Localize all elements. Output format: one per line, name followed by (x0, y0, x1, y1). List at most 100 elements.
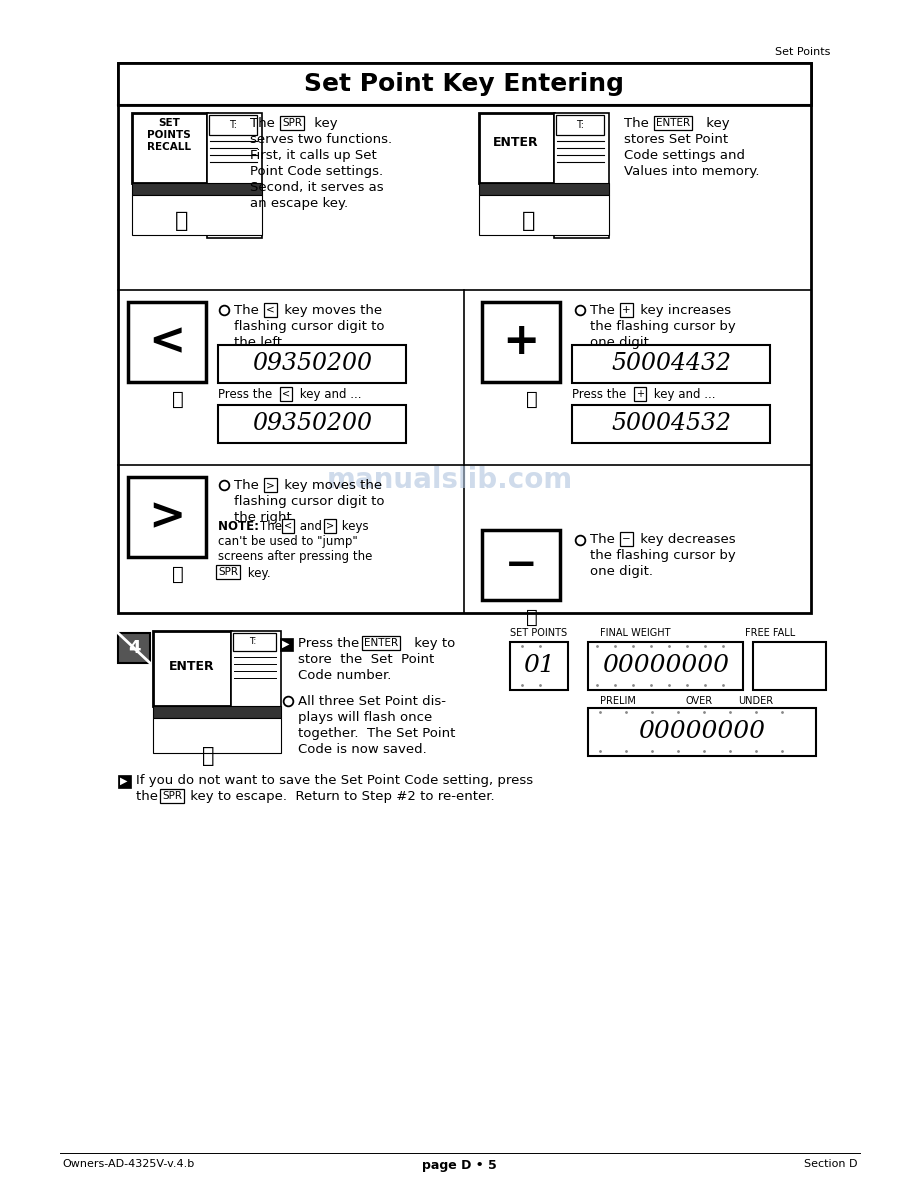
Text: The: The (250, 116, 279, 129)
Bar (753, 642, 826, 690)
Text: <: < (266, 305, 274, 315)
Text: key to escape.  Return to Step #2 to re-enter.: key to escape. Return to Step #2 to re-e… (186, 790, 495, 803)
Bar (209, 115, 257, 135)
Text: 4: 4 (128, 639, 140, 657)
Bar (118, 63, 811, 105)
Text: The: The (590, 533, 619, 546)
Text: one digit.: one digit. (590, 565, 653, 579)
Text: manualslib.com: manualslib.com (327, 466, 573, 494)
Text: 50004432: 50004432 (611, 353, 731, 375)
Text: −: − (505, 546, 537, 584)
Text: screens after pressing the: screens after pressing the (218, 550, 373, 563)
Text: ✋: ✋ (175, 211, 189, 230)
Text: 00000000: 00000000 (639, 720, 766, 744)
Text: Section D: Section D (804, 1159, 858, 1169)
Text: key and ...: key and ... (650, 388, 715, 402)
Bar (479, 195, 609, 235)
Text: key decreases: key decreases (636, 533, 735, 546)
Text: 50004532: 50004532 (611, 412, 731, 436)
Text: ✋: ✋ (526, 608, 538, 627)
Text: together.  The Set Point: together. The Set Point (298, 727, 455, 740)
Text: ✋: ✋ (526, 390, 538, 409)
Text: >: > (149, 495, 185, 538)
Text: plays will flash once: plays will flash once (298, 710, 432, 723)
Text: can't be used to "jump": can't be used to "jump" (218, 535, 358, 548)
Text: serves two functions.: serves two functions. (250, 133, 392, 146)
Bar (118, 63, 811, 613)
Bar (207, 113, 262, 238)
Text: Point Code settings.: Point Code settings. (250, 165, 383, 178)
Text: FINAL WEIGHT: FINAL WEIGHT (600, 628, 670, 638)
Text: the right.: the right. (234, 511, 296, 524)
Text: The: The (234, 304, 263, 317)
Text: stores Set Point: stores Set Point (624, 133, 728, 146)
Text: key and ...: key and ... (296, 388, 362, 402)
Bar (128, 478, 206, 557)
Text: flashing cursor digit to: flashing cursor digit to (234, 320, 385, 333)
Text: <: < (282, 388, 290, 399)
Bar (132, 113, 207, 183)
Text: <: < (284, 522, 292, 531)
Bar (510, 642, 568, 690)
Text: ENTER: ENTER (364, 638, 398, 647)
Text: 09350200: 09350200 (252, 353, 372, 375)
Bar (554, 113, 609, 238)
Bar (588, 642, 743, 690)
Text: ▶: ▶ (282, 639, 290, 649)
Bar (588, 708, 816, 756)
Bar (218, 345, 406, 383)
Text: SPR: SPR (282, 118, 302, 128)
Text: The: The (624, 116, 653, 129)
Text: +: + (622, 305, 631, 315)
Text: page D • 5: page D • 5 (421, 1159, 497, 1173)
Text: UNDER: UNDER (738, 696, 773, 706)
Text: store  the  Set  Point: store the Set Point (298, 653, 434, 666)
Text: keys: keys (338, 520, 369, 533)
Text: SET
POINTS
RECALL: SET POINTS RECALL (147, 119, 191, 152)
Bar (233, 633, 276, 651)
Text: the flashing cursor by: the flashing cursor by (590, 549, 735, 562)
Text: Second, it serves as: Second, it serves as (250, 181, 384, 194)
Text: >: > (266, 480, 274, 489)
Text: key: key (310, 116, 338, 129)
Text: ▶: ▶ (120, 776, 128, 786)
Text: Press the: Press the (572, 388, 630, 402)
Text: The: The (234, 479, 263, 492)
Text: 09350200: 09350200 (252, 412, 372, 436)
Text: T:: T: (576, 120, 584, 129)
Text: the flashing cursor by: the flashing cursor by (590, 320, 735, 333)
Text: ✋: ✋ (522, 211, 536, 230)
Text: +: + (636, 388, 644, 399)
Text: one digit.: one digit. (590, 336, 653, 349)
Text: SPR: SPR (162, 791, 182, 801)
Text: ENTER: ENTER (169, 659, 215, 672)
Text: −: − (622, 533, 631, 544)
Text: ENTER: ENTER (493, 137, 539, 150)
Text: ✋: ✋ (202, 746, 214, 766)
Text: The: The (260, 520, 285, 533)
Text: ✋: ✋ (173, 390, 184, 409)
Text: OVER: OVER (685, 696, 712, 706)
Text: >: > (326, 522, 334, 531)
Text: 00000000: 00000000 (602, 655, 730, 677)
Text: If you do not want to save the Set Point Code setting, press: If you do not want to save the Set Point… (136, 775, 533, 786)
Text: T:: T: (229, 120, 237, 129)
Text: an escape key.: an escape key. (250, 197, 348, 210)
Bar (231, 631, 281, 751)
Text: Set Point Key Entering: Set Point Key Entering (305, 72, 624, 96)
Bar (118, 775, 131, 788)
Text: 01: 01 (523, 655, 554, 677)
Text: All three Set Point dis-: All three Set Point dis- (298, 695, 446, 708)
Text: the: the (136, 790, 162, 803)
Text: T:: T: (250, 638, 257, 646)
Bar (153, 718, 281, 753)
Bar (153, 631, 231, 706)
Text: ✋: ✋ (173, 565, 184, 584)
Text: key moves the: key moves the (280, 479, 382, 492)
Bar (118, 633, 150, 663)
Bar (479, 113, 554, 183)
Text: +: + (502, 321, 540, 364)
Bar (132, 195, 262, 235)
Bar (128, 302, 206, 383)
Text: flashing cursor digit to: flashing cursor digit to (234, 495, 385, 508)
